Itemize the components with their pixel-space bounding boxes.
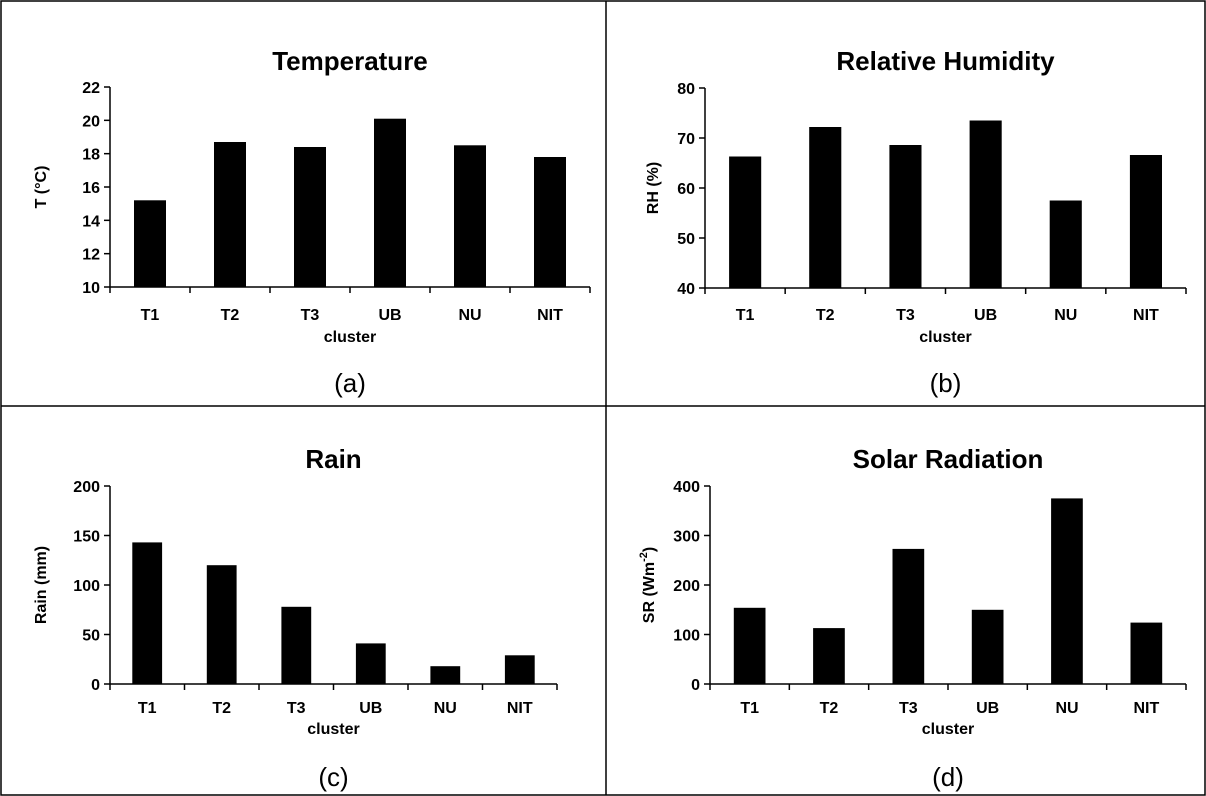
y-tick-label: 16 — [82, 180, 100, 197]
chart-title: Solar Radiation — [853, 444, 1044, 474]
x-tick-label: NU — [1055, 700, 1078, 717]
x-tick-label: UB — [976, 700, 999, 717]
bar-nit — [504, 655, 535, 684]
y-tick-label: 12 — [82, 247, 100, 264]
y-tick-label: 200 — [73, 479, 100, 496]
x-tick-label: T2 — [816, 307, 835, 324]
y-tick-label: 80 — [677, 81, 695, 98]
chart-title: Rain — [305, 444, 361, 474]
bar-nit — [534, 157, 566, 287]
x-tick-label: T1 — [736, 307, 755, 324]
bar-t2 — [206, 565, 237, 684]
y-axis-label: Rain (mm) — [33, 546, 50, 624]
y-tick-label: 22 — [82, 80, 100, 97]
bar-nu — [1049, 200, 1082, 288]
x-tick-label: NIT — [537, 307, 563, 324]
y-tick-label: 60 — [677, 181, 695, 198]
x-tick-label: UB — [359, 700, 382, 717]
y-tick-label: 50 — [82, 628, 100, 645]
chart-title: Relative Humidity — [836, 46, 1055, 76]
bar-t3 — [889, 145, 922, 288]
x-tick-label: T2 — [212, 700, 231, 717]
y-tick-label: 50 — [677, 231, 695, 248]
x-tick-label: T2 — [221, 307, 240, 324]
x-axis-label: cluster — [324, 329, 376, 346]
bar-t3 — [294, 147, 326, 287]
x-tick-label: T3 — [899, 700, 918, 717]
bar-t1 — [132, 542, 163, 684]
y-axis-label: RH (%) — [645, 162, 662, 214]
x-tick-label: UB — [378, 307, 401, 324]
panel-caption: (c) — [318, 762, 348, 792]
y-tick-label: 20 — [82, 113, 100, 130]
x-tick-label: UB — [974, 307, 997, 324]
chart-title: Temperature — [272, 46, 428, 76]
y-tick-label: 40 — [677, 281, 695, 298]
bar-nu — [430, 666, 461, 684]
x-tick-label: NIT — [507, 700, 533, 717]
y-tick-label: 300 — [673, 529, 700, 546]
y-tick-label: 150 — [73, 529, 100, 546]
panel-caption: (a) — [334, 368, 366, 398]
bar-ub — [969, 120, 1002, 288]
x-tick-label: NIT — [1133, 307, 1159, 324]
y-tick-label: 18 — [82, 147, 100, 164]
bar-t2 — [809, 127, 842, 288]
x-tick-label: T3 — [301, 307, 320, 324]
bar-nit — [1130, 622, 1163, 684]
bar-ub — [971, 609, 1004, 685]
x-tick-label: T3 — [896, 307, 915, 324]
bar-ub — [355, 643, 386, 684]
rain-chart: Rain 0 50 100 150 200 T1 T2 T3 UB NU NIT cluster Rain… — [33, 444, 558, 792]
temperature-chart: Temperature 10 12 14 16 18 20 22 T1 T2 T3 UB NU NIT cl… — [33, 46, 591, 398]
y-tick-label: 100 — [73, 578, 100, 595]
y-tick-label: 14 — [82, 213, 100, 230]
panel-caption: (b) — [930, 368, 962, 398]
bar-t1 — [134, 200, 166, 287]
y-tick-label: 10 — [82, 280, 100, 297]
bar-t2 — [813, 628, 845, 684]
bar-ub — [374, 118, 406, 287]
bar-t1 — [733, 607, 766, 684]
x-tick-label: T3 — [287, 700, 306, 717]
bar-nu — [1051, 498, 1083, 684]
y-tick-label: 0 — [691, 677, 700, 694]
panel-caption: (d) — [932, 762, 964, 792]
y-axis-label: T (°C) — [33, 166, 50, 209]
x-tick-label: T1 — [141, 307, 160, 324]
bar-nu — [454, 145, 486, 287]
x-tick-label: NU — [458, 307, 481, 324]
y-tick-label: 0 — [91, 677, 100, 694]
bar-t3 — [892, 548, 925, 684]
x-tick-label: NU — [1054, 307, 1077, 324]
y-tick-label: 70 — [677, 131, 695, 148]
y-tick-label: 400 — [673, 479, 700, 496]
x-tick-label: T1 — [740, 700, 759, 717]
bar-t3 — [281, 606, 312, 684]
x-axis-label: cluster — [307, 721, 359, 738]
x-axis-label: cluster — [919, 329, 971, 346]
bar-t2 — [214, 142, 246, 287]
x-axis-label: cluster — [922, 721, 974, 738]
x-tick-label: NU — [434, 700, 457, 717]
y-tick-label: 200 — [673, 578, 700, 595]
bar-nit — [1129, 155, 1162, 288]
y-tick-label: 100 — [673, 628, 700, 645]
x-tick-label: T1 — [138, 700, 157, 717]
bar-t1 — [729, 156, 762, 288]
x-tick-label: T2 — [820, 700, 839, 717]
relative-humidity-chart: Relative Humidity 40 50 60 70 80 T1 T2 T3 UB NU NIT… — [645, 46, 1187, 398]
x-tick-label: NIT — [1133, 700, 1159, 717]
solar-radiation-chart: Solar Radiation 0 100 200 300 400 T1 T2 T3 UB NU NI… — [638, 444, 1187, 792]
y-axis-label: SR (Wm-2) — [638, 547, 658, 623]
